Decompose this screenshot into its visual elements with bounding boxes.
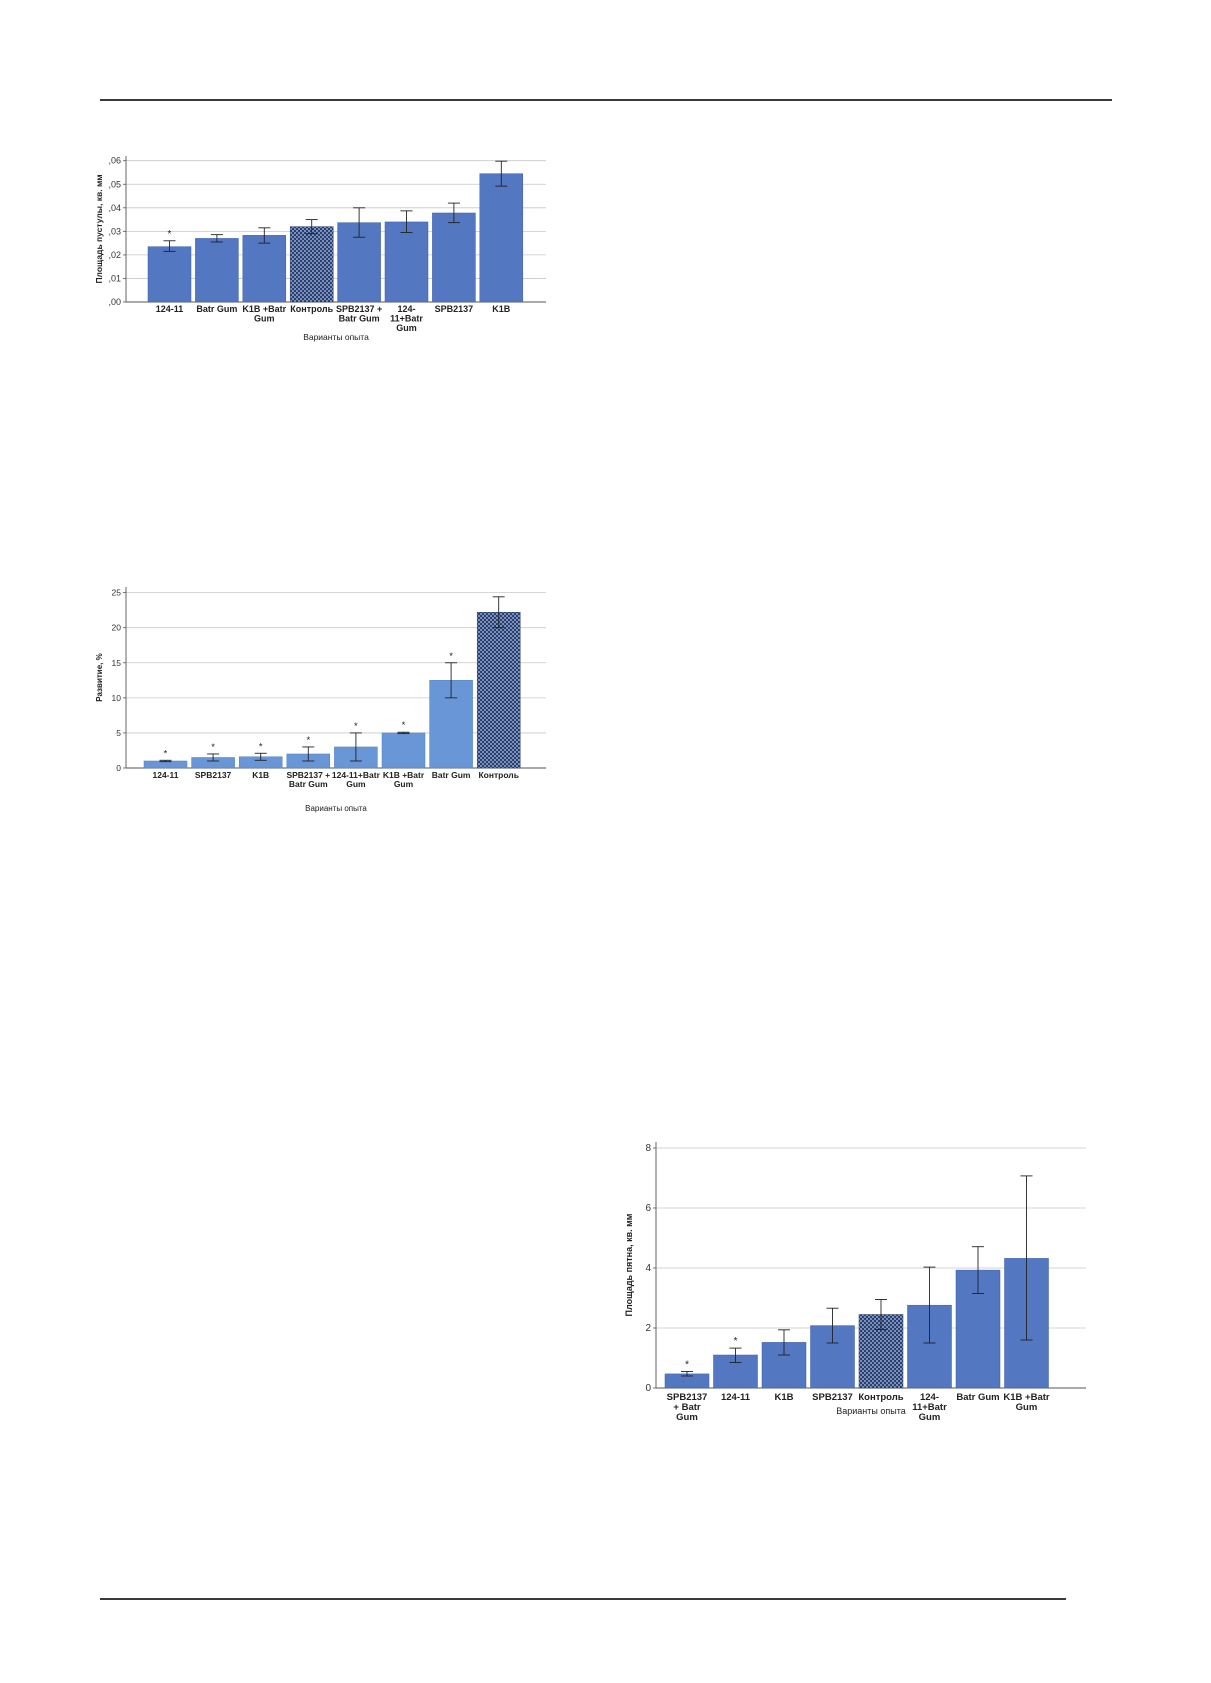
x-tick-label: 124-11+Batr <box>332 770 381 780</box>
significance-marker: * <box>164 748 168 759</box>
x-tick-label: Gum <box>394 779 414 789</box>
x-tick-label: K1B <box>252 770 269 780</box>
y-tick-label: 6 <box>645 1203 651 1214</box>
y-tick-label: 5 <box>116 728 121 738</box>
bar <box>381 732 426 769</box>
y-tick-label: ,01 <box>108 273 121 283</box>
y-axis-label: Развитие, % <box>95 653 104 701</box>
significance-marker: * <box>685 1359 689 1371</box>
bar <box>242 235 287 303</box>
y-tick-label: 4 <box>645 1263 651 1274</box>
x-tick-label: SPB2137 <box>195 770 232 780</box>
x-tick-label: Контроль <box>290 304 333 314</box>
x-tick-label: 11+Batr <box>390 314 423 324</box>
x-tick-label: 124-11 <box>156 304 184 314</box>
significance-marker: * <box>306 735 310 746</box>
chart-development: 0 5 10 15 20 25 * 124-11 * SPB2137 * K1B * SPB2137 + B… <box>90 585 600 865</box>
y-tick-label: ,03 <box>108 226 121 236</box>
x-tick-label: Batr Gum <box>289 779 328 789</box>
y-axis-label: Площадь пятна, кв. мм <box>624 1213 634 1316</box>
significance-marker: * <box>354 721 358 732</box>
x-tick-label: Gum <box>676 1412 698 1423</box>
chart-pustule-area: ,00 ,01 ,02 ,03 ,04 ,05 ,06 * 124-11 Batr Gum K1B … <box>90 150 600 380</box>
x-tick-label: SPB2137 + <box>336 304 382 314</box>
x-tick-label: Batr Gum <box>956 1392 999 1403</box>
x-axis-label: Варианты опыта <box>305 804 367 813</box>
x-tick-label: Gum <box>1016 1402 1038 1413</box>
x-tick-label: 11+Batr <box>912 1402 947 1413</box>
x-tick-label: Gum <box>346 779 366 789</box>
x-tick-label: SPB2137 + <box>286 770 330 780</box>
x-tick-label: 124- <box>920 1392 939 1403</box>
x-tick-label: Batr Gum <box>196 304 237 314</box>
bar <box>479 173 524 303</box>
x-tick-label: 124-11 <box>153 770 179 780</box>
bar <box>195 238 239 303</box>
y-tick-label: 2 <box>645 1323 651 1334</box>
y-tick-label: 10 <box>112 693 122 703</box>
x-tick-label: K1B +Batr <box>383 770 425 780</box>
x-tick-label: Gum <box>396 323 417 333</box>
y-tick-label: 8 <box>645 1143 651 1154</box>
y-tick-label: 15 <box>112 658 122 668</box>
x-tick-label: K1B <box>774 1392 793 1403</box>
y-tick-label: ,05 <box>108 179 121 189</box>
x-tick-label: Контроль <box>478 770 518 780</box>
x-tick-label: SPB2137 <box>667 1392 708 1403</box>
x-tick-label: Gum <box>919 1412 941 1423</box>
y-tick-label: ,06 <box>108 156 121 166</box>
bottom-rule <box>100 1598 1066 1600</box>
significance-marker: * <box>402 720 406 731</box>
chart-pustule-area-svg: ,00 ,01 ,02 ,03 ,04 ,05 ,06 * 124-11 Batr Gum K1B … <box>94 156 546 342</box>
y-tick-label: ,04 <box>108 203 121 213</box>
bar <box>147 246 192 303</box>
y-tick-label: 0 <box>116 763 121 773</box>
y-axis-label: Площадь пустулы, кв. мм <box>94 174 104 283</box>
top-rule <box>100 99 1112 101</box>
x-axis-label: Варианты опыта <box>836 1406 905 1416</box>
significance-marker: * <box>168 229 172 240</box>
x-axis-label: Варианты опыта <box>303 332 369 342</box>
significance-marker: * <box>259 741 263 752</box>
x-tick-label: Контроль <box>858 1392 903 1403</box>
y-tick-label: ,00 <box>108 297 121 307</box>
significance-marker: * <box>449 651 453 662</box>
bar <box>432 212 476 303</box>
bar <box>384 221 429 303</box>
x-tick-label: Gum <box>254 314 275 324</box>
x-tick-label: + Batr <box>673 1402 700 1413</box>
x-tick-label: SPB2137 <box>812 1392 853 1403</box>
bar <box>289 226 334 303</box>
x-tick-label: K1B +Batr <box>1003 1392 1049 1403</box>
y-tick-label: ,02 <box>108 250 121 260</box>
x-tick-label: SPB2137 <box>435 304 474 314</box>
x-tick-label: 124- <box>397 304 415 314</box>
y-tick-label: 25 <box>112 588 122 598</box>
x-tick-label: K1B <box>492 304 511 314</box>
x-tick-label: 124-11 <box>721 1392 751 1403</box>
significance-marker: * <box>211 742 215 753</box>
chart-spot-area: 0 2 4 6 8 * SPB2137 + Batr Gum * 124-11 K1B SPB2137 К… <box>620 1142 1120 1472</box>
x-tick-label: Batr Gum <box>432 770 471 780</box>
significance-marker: * <box>733 1335 737 1347</box>
x-tick-label: Batr Gum <box>339 314 380 324</box>
bar <box>476 612 521 769</box>
y-tick-label: 20 <box>112 623 122 633</box>
y-tick-label: 0 <box>645 1383 651 1394</box>
x-tick-label: K1B +Batr <box>242 304 286 314</box>
